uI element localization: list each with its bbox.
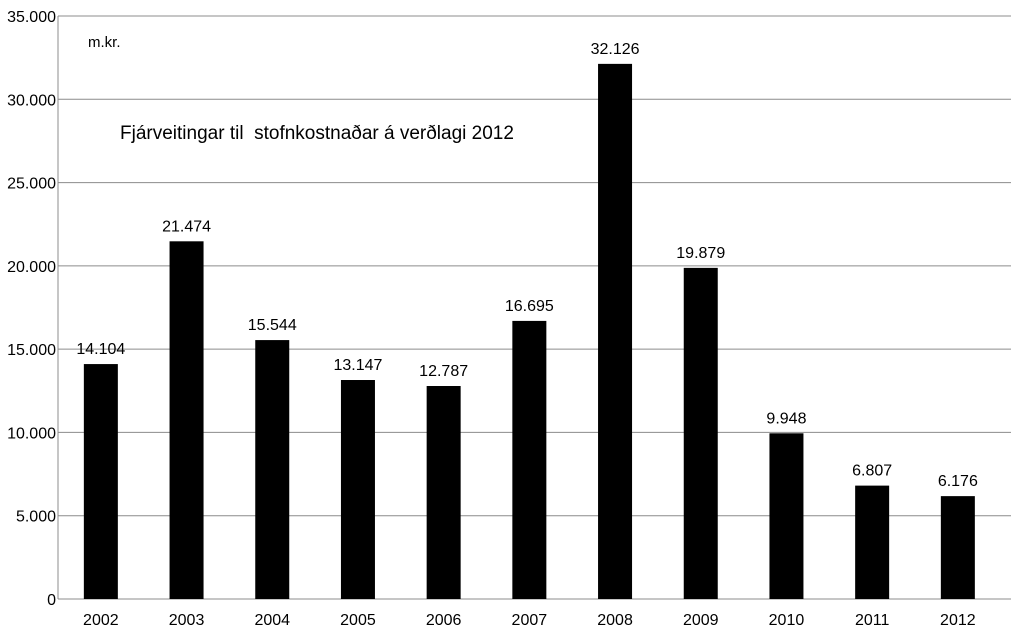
y-tick-label: 15.000	[7, 342, 56, 359]
data-label: 16.695	[505, 298, 554, 315]
y-tick-label: 5.000	[16, 509, 56, 526]
bar	[940, 496, 975, 599]
x-tick-label: 2007	[512, 612, 548, 629]
bar	[169, 241, 204, 600]
data-label: 6.176	[938, 473, 978, 490]
x-axis-tick-labels: 2002 2003 2004 2005 2006 2007 2008 2009 2010 2011…	[83, 612, 976, 629]
y-axis-tick-labels: 0 5.000 10.000 15.000 20.000 25.000 30.000 35.0…	[7, 9, 56, 609]
bar	[426, 386, 461, 599]
data-label: 32.126	[591, 41, 640, 58]
data-label: 19.879	[676, 245, 725, 262]
data-labels: 14.104 21.474 15.544 13.147 12.787 16.695 32.1…	[76, 41, 978, 490]
bar	[598, 63, 633, 600]
data-label: 15.544	[248, 317, 297, 334]
x-tick-label: 2010	[769, 612, 805, 629]
x-tick-label: 2008	[597, 612, 633, 629]
x-tick-label: 2004	[254, 612, 290, 629]
bar	[512, 320, 547, 599]
data-label: 14.104	[76, 341, 125, 358]
unit-label: m.kr.	[88, 34, 121, 51]
bar	[255, 340, 290, 599]
bar	[769, 433, 804, 599]
data-label: 9.948	[766, 410, 806, 427]
y-tick-label: 25.000	[7, 176, 56, 193]
data-label: 13.147	[333, 357, 382, 374]
x-tick-label: 2009	[683, 612, 719, 629]
x-tick-label: 2012	[940, 612, 976, 629]
gridlines	[57, 15, 1011, 600]
chart-title: Fjárveitingar til stofnkostnaðar á verðl…	[120, 123, 514, 144]
x-tick-label: 2005	[340, 612, 376, 629]
x-tick-label: 2011	[855, 612, 890, 629]
bar	[683, 267, 718, 599]
data-label: 21.474	[162, 218, 211, 235]
x-tick-label: 2003	[169, 612, 205, 629]
y-tick-label: 10.000	[7, 425, 56, 442]
y-tick-label: 20.000	[7, 259, 56, 276]
bar	[340, 380, 375, 599]
y-tick-label: 0	[47, 592, 56, 609]
x-tick-label: 2006	[426, 612, 462, 629]
y-tick-label: 30.000	[7, 92, 56, 109]
bar	[855, 485, 890, 599]
data-label: 6.807	[852, 463, 892, 480]
data-label: 12.787	[419, 363, 468, 380]
bars	[83, 63, 975, 600]
bar	[83, 364, 118, 599]
x-tick-label: 2002	[83, 612, 119, 629]
y-tick-label: 35.000	[7, 9, 56, 26]
